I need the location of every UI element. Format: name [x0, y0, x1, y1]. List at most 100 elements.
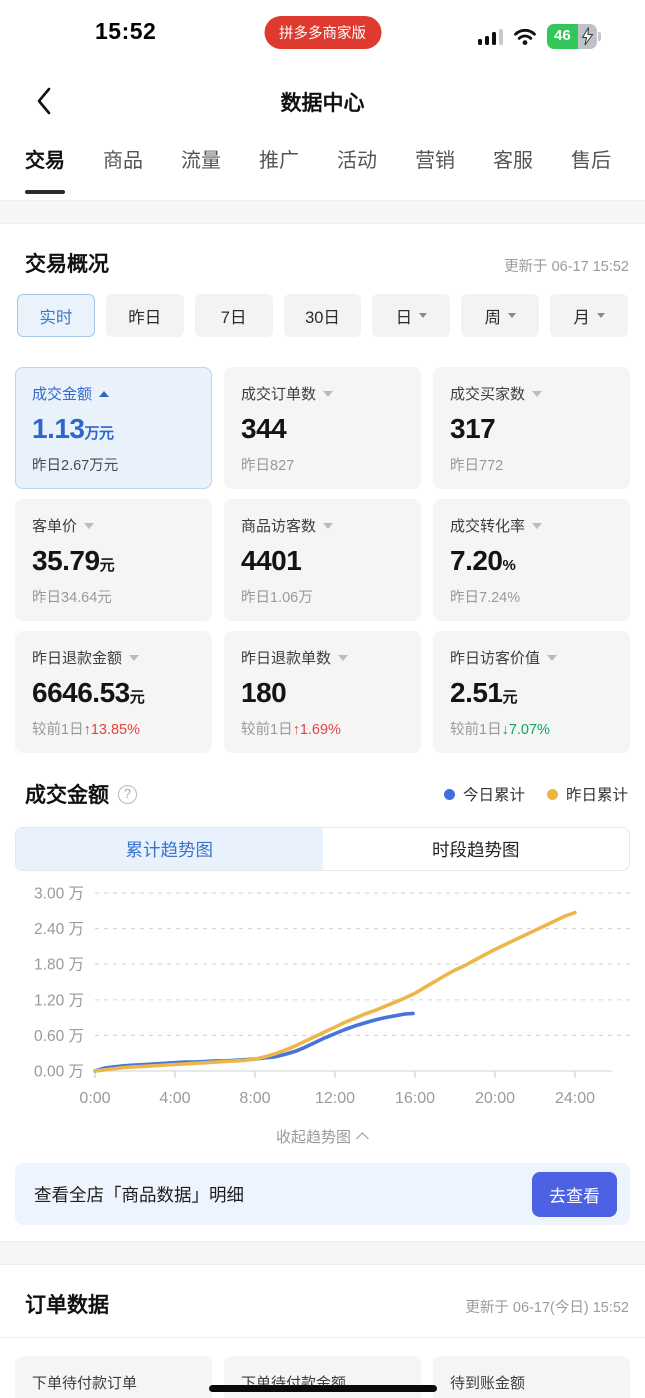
metric-sub-prefix: 较前1日	[32, 722, 84, 738]
orders-divider	[0, 1337, 645, 1338]
metric-label-row: 成交订单数	[241, 383, 405, 404]
tab-label: 营销	[415, 150, 455, 172]
metric-select-caret-icon	[547, 654, 558, 661]
section-separator-2	[0, 1241, 645, 1265]
metric-card-aov[interactable]: 客单价 35.79元 昨日34.64元	[15, 499, 212, 621]
metric-delta-value: 13.85%	[90, 722, 141, 738]
series-line-今日累计	[93, 1011, 415, 1073]
metric-delta-value: 1.69%	[299, 722, 341, 738]
legend-label: 今日累计	[462, 787, 525, 804]
tab-traffic[interactable]: 流量	[181, 144, 221, 200]
metric-sub-prefix: 较前1日	[450, 722, 502, 738]
metric-card-visitor-value[interactable]: 昨日访客价值 2.51元 较前1日↓7.07%	[433, 631, 630, 753]
filter-label: 昨日	[128, 308, 162, 327]
y-axis-tick-label: 0.00 万	[34, 1064, 84, 1081]
filter-30d[interactable]: 30日	[283, 294, 362, 337]
legend-dot-icon	[546, 788, 558, 800]
dropdown-caret-icon	[507, 313, 516, 318]
filter-month[interactable]: 月	[550, 294, 629, 337]
filter-yesterday[interactable]: 昨日	[105, 294, 184, 337]
order-metric-card-unpaid-orders[interactable]: 下单待付款订单48	[15, 1356, 212, 1398]
tab-trade[interactable]: 交易	[25, 144, 65, 200]
x-axis-tick-label: 12:00	[315, 1090, 355, 1107]
tab-activity[interactable]: 活动	[337, 144, 377, 200]
overview-header: 交易概况 更新于 06-17 15:52	[0, 224, 645, 294]
metric-card-buyer-count[interactable]: 成交买家数 317 昨日772	[433, 367, 630, 489]
tab-label: 售后	[571, 150, 611, 172]
y-axis-tick-label: 3.00 万	[34, 886, 84, 903]
view-tab-hourly[interactable]: 时段趋势图	[322, 828, 629, 870]
metric-label: 成交买家数	[450, 386, 526, 403]
metric-card-visitor-count[interactable]: 商品访客数 4401 昨日1.06万	[224, 499, 421, 621]
metric-sub: 昨日2.67万元	[32, 458, 119, 474]
metric-label: 客单价	[32, 518, 78, 535]
metric-value-unit: 万元	[84, 425, 115, 442]
legend-item-0: 今日累计	[443, 783, 525, 805]
metric-value: 7.20%	[450, 545, 614, 577]
metric-card-refund-amount[interactable]: 昨日退款金额 6646.53元 较前1日↑13.85%	[15, 631, 212, 753]
filter-week[interactable]: 周	[461, 294, 540, 337]
metric-label-row: 待到账金额	[450, 1372, 614, 1393]
metric-label: 成交转化率	[450, 518, 526, 535]
orders-header: 订单数据 更新于 06-17(今日) 15:52	[0, 1265, 645, 1335]
delta-down-arrow-icon: ↓	[501, 722, 509, 738]
metric-label: 昨日访客价值	[450, 650, 541, 667]
go-view-button[interactable]: 去查看	[532, 1171, 617, 1217]
metric-value-number: 35.79	[32, 545, 100, 576]
overview-updated-time: 更新于 06-17 15:52	[504, 259, 629, 275]
collapse-chart-label: 收起趋势图	[275, 1129, 351, 1146]
metric-label-row: 昨日退款单数	[241, 647, 405, 668]
tab-marketing[interactable]: 营销	[415, 144, 455, 200]
metric-card-cvr[interactable]: 成交转化率 7.20% 昨日7.24%	[433, 499, 630, 621]
chevron-up-icon	[356, 1132, 369, 1145]
active-tab-underline	[25, 190, 65, 194]
metric-label: 成交订单数	[241, 386, 317, 403]
help-icon[interactable]: ?	[118, 784, 137, 804]
metric-value: 317	[450, 413, 614, 445]
metric-sub: 较前1日↓7.07%	[450, 718, 614, 739]
app-badge[interactable]: 拼多多商家版	[264, 16, 381, 49]
chart-header: 成交金额 ? 今日累计 昨日累计	[0, 753, 645, 809]
view-tab-cumulative[interactable]: 累计趋势图	[16, 828, 323, 870]
metric-value-number: 180	[241, 677, 287, 708]
back-chevron-icon	[37, 87, 51, 115]
metric-select-caret-icon	[323, 390, 334, 397]
home-indicator[interactable]	[208, 1385, 437, 1392]
filter-realtime[interactable]: 实时	[17, 294, 95, 337]
dropdown-caret-icon	[596, 313, 605, 318]
metric-value: 180	[241, 677, 405, 709]
filter-label: 周	[484, 308, 501, 327]
order-metric-card-pending-settlement[interactable]: 待到账金额21.28万元	[433, 1356, 630, 1398]
top-tab-bar: 交易 商品 流量 推广 活动 营销 客服 售后	[0, 138, 645, 200]
back-button[interactable]	[36, 86, 66, 116]
y-axis-tick-label: 2.40 万	[34, 921, 84, 938]
filter-7d[interactable]: 7日	[194, 294, 273, 337]
collapse-chart-button[interactable]: 收起趋势图	[0, 1120, 645, 1149]
tab-label: 流量	[181, 150, 221, 172]
metric-value: 1.13万元	[32, 413, 196, 445]
metric-card-gmv[interactable]: 成交金额 1.13万元 昨日2.67万元	[15, 367, 212, 489]
metric-value-number: 344	[241, 413, 287, 444]
metric-select-caret-icon	[532, 522, 543, 529]
x-axis-tick-label: 20:00	[475, 1090, 515, 1107]
metric-card-order-count[interactable]: 成交订单数 344 昨日827	[224, 367, 421, 489]
metric-value-number: 317	[450, 413, 496, 444]
y-axis-tick-label: 1.20 万	[34, 992, 84, 1009]
metric-card-refund-count[interactable]: 昨日退款单数 180 较前1日↑1.69%	[224, 631, 421, 753]
metric-value-unit: 元	[99, 557, 115, 574]
filter-label: 30日	[305, 308, 340, 327]
tab-promotion[interactable]: 推广	[259, 144, 299, 200]
tab-service[interactable]: 客服	[493, 144, 533, 200]
trend-chart[interactable]: 0.00 万 0.60 万 1.20 万 1.80 万 2.40 万 3.00 万 0:00…	[0, 875, 645, 1120]
tab-goods[interactable]: 商品	[103, 144, 143, 200]
tab-aftersale[interactable]: 售后	[571, 144, 611, 200]
overview-metric-grid: 成交金额 1.13万元 昨日2.67万元 成交订单数 344 昨日827 成交买家数 317 昨…	[0, 367, 645, 753]
banner-text: 查看全店「商品数据」明细	[34, 1184, 244, 1205]
sort-up-icon	[99, 390, 110, 397]
metric-sub: 昨日772	[450, 458, 504, 474]
tab-label: 活动	[337, 150, 377, 172]
y-axis-tick-label: 0.60 万	[34, 1028, 84, 1045]
tab-label: 推广	[259, 150, 299, 172]
metric-value: 344	[241, 413, 405, 445]
filter-day[interactable]: 日	[372, 294, 451, 337]
